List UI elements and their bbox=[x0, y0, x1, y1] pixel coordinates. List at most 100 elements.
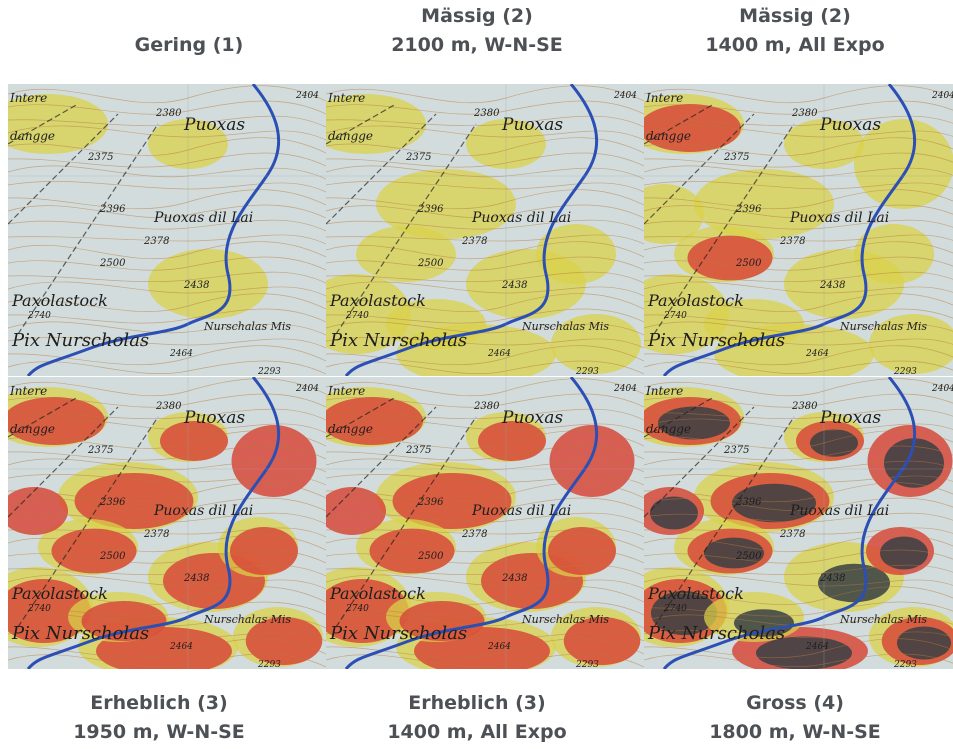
elev-2378: 2378 bbox=[779, 236, 805, 247]
caption-top-middle: Mässig (2) 2100 m, W-N-SE bbox=[318, 2, 636, 60]
elev-2380: 2380 bbox=[155, 401, 182, 412]
label-intere: Intere bbox=[327, 384, 365, 398]
elev-2404: 2404 bbox=[613, 384, 637, 394]
label-intere: Intere bbox=[9, 384, 47, 398]
caption-detail: 1950 m, W-N-SE bbox=[73, 721, 245, 743]
elev-2404: 2404 bbox=[931, 384, 953, 394]
caption-bottom-middle: Erheblich (3) 1400 m, All Expo bbox=[318, 689, 636, 747]
label-nurschalas: Nurschalas Mis bbox=[521, 320, 609, 333]
label-paxolastock: Paxolastock bbox=[329, 291, 426, 310]
elev-2500: 2500 bbox=[417, 258, 444, 269]
elev-2378: 2378 bbox=[779, 529, 805, 540]
label-dangge: dangge bbox=[10, 422, 55, 436]
label-nurschalas: Nurschalas Mis bbox=[839, 613, 927, 626]
label-paxolastock: Paxolastock bbox=[647, 291, 744, 310]
label-intere: Intere bbox=[327, 91, 365, 105]
elev-2438: 2438 bbox=[183, 573, 209, 584]
map-image: Intere dangge Puoxas Puoxas dil Lai Paxo… bbox=[326, 377, 644, 669]
elev-2464: 2464 bbox=[805, 349, 829, 359]
map-panel-massig-1400: Intere dangge Puoxas Puoxas dil Lai Paxo… bbox=[644, 84, 953, 376]
elev-2404: 2404 bbox=[613, 91, 637, 101]
caption-level: Erheblich (3) bbox=[90, 692, 228, 714]
label-puoxas: Puoxas bbox=[819, 115, 881, 135]
map-panel-gross-1800: Intere dangge Puoxas Puoxas dil Lai Paxo… bbox=[644, 377, 953, 669]
elev-2375: 2375 bbox=[723, 445, 749, 456]
label-puoxas-dil-lai: Puoxas dil Lai bbox=[153, 503, 253, 519]
elev-2375: 2375 bbox=[87, 152, 113, 163]
label-pix-nurscholas: Pix Nurscholas bbox=[647, 330, 785, 351]
elev-2500: 2500 bbox=[99, 551, 126, 562]
elev-2438: 2438 bbox=[819, 573, 845, 584]
map-panel-gering: Intere dangge Puoxas Puoxas dil Lai Paxo… bbox=[8, 84, 326, 376]
elev-2438: 2438 bbox=[501, 280, 527, 291]
elev-2464: 2464 bbox=[805, 642, 829, 652]
label-nurschalas: Nurschalas Mis bbox=[839, 320, 927, 333]
caption-detail: 2100 m, W-N-SE bbox=[391, 34, 563, 56]
elev-2740: 2740 bbox=[27, 604, 51, 614]
elev-2464: 2464 bbox=[487, 642, 511, 652]
elev-2380: 2380 bbox=[473, 108, 500, 119]
elev-2293: 2293 bbox=[575, 660, 599, 669]
label-pix-nurscholas: Pix Nurscholas bbox=[647, 623, 785, 644]
elev-2396: 2396 bbox=[735, 204, 762, 215]
map-image: Intere dangge Puoxas Puoxas dil Lai Paxo… bbox=[644, 84, 953, 376]
label-dangge: dangge bbox=[10, 129, 55, 143]
elev-2378: 2378 bbox=[143, 529, 169, 540]
label-intere: Intere bbox=[9, 91, 47, 105]
label-pix-nurscholas: Pix Nurscholas bbox=[329, 330, 467, 351]
label-puoxas: Puoxas bbox=[183, 408, 245, 428]
label-intere: Intere bbox=[645, 91, 683, 105]
elev-2378: 2378 bbox=[143, 236, 169, 247]
elev-2293: 2293 bbox=[257, 367, 281, 376]
map-panel-erheblich-1400: Intere dangge Puoxas Puoxas dil Lai Paxo… bbox=[326, 377, 644, 669]
elev-2438: 2438 bbox=[183, 280, 209, 291]
elev-2396: 2396 bbox=[417, 204, 444, 215]
label-dangge: dangge bbox=[328, 129, 373, 143]
caption-level: Erheblich (3) bbox=[408, 692, 546, 714]
label-puoxas-dil-lai: Puoxas dil Lai bbox=[153, 210, 253, 226]
elev-2396: 2396 bbox=[99, 497, 126, 508]
elev-2380: 2380 bbox=[473, 401, 500, 412]
elev-2438: 2438 bbox=[819, 280, 845, 291]
label-pix-nurscholas: Pix Nurscholas bbox=[11, 330, 149, 351]
elev-2375: 2375 bbox=[405, 152, 431, 163]
elev-2740: 2740 bbox=[345, 604, 369, 614]
label-puoxas-dil-lai: Puoxas dil Lai bbox=[471, 503, 571, 519]
elev-2293: 2293 bbox=[893, 660, 917, 669]
label-puoxas-dil-lai: Puoxas dil Lai bbox=[471, 210, 571, 226]
label-puoxas-dil-lai: Puoxas dil Lai bbox=[789, 210, 889, 226]
elev-2378: 2378 bbox=[461, 529, 487, 540]
label-paxolastock: Paxolastock bbox=[11, 291, 108, 310]
elev-2380: 2380 bbox=[791, 108, 818, 119]
caption-detail: 1400 m, All Expo bbox=[705, 34, 885, 56]
elev-2380: 2380 bbox=[791, 401, 818, 412]
elev-2293: 2293 bbox=[893, 367, 917, 376]
elev-2500: 2500 bbox=[735, 258, 762, 269]
caption-level: Gross (4) bbox=[746, 692, 844, 714]
label-puoxas: Puoxas bbox=[501, 115, 563, 135]
elev-2740: 2740 bbox=[663, 311, 687, 321]
label-pix-nurscholas: Pix Nurscholas bbox=[329, 623, 467, 644]
elev-2396: 2396 bbox=[735, 497, 762, 508]
elev-2500: 2500 bbox=[417, 551, 444, 562]
elev-2740: 2740 bbox=[663, 604, 687, 614]
label-puoxas: Puoxas bbox=[819, 408, 881, 428]
elev-2380: 2380 bbox=[155, 108, 182, 119]
label-puoxas-dil-lai: Puoxas dil Lai bbox=[789, 503, 889, 519]
label-nurschalas: Nurschalas Mis bbox=[203, 320, 291, 333]
elev-2378: 2378 bbox=[461, 236, 487, 247]
caption-top-left: Gering (1) bbox=[30, 31, 348, 60]
label-puoxas: Puoxas bbox=[183, 115, 245, 135]
elev-2500: 2500 bbox=[99, 258, 126, 269]
elev-2293: 2293 bbox=[575, 367, 599, 376]
map-image: Intere dangge Puoxas Puoxas dil Lai Paxo… bbox=[8, 84, 326, 376]
label-paxolastock: Paxolastock bbox=[329, 584, 426, 603]
label-paxolastock: Paxolastock bbox=[11, 584, 108, 603]
caption-detail: 1800 m, W-N-SE bbox=[709, 721, 881, 743]
caption-level: Mässig (2) bbox=[739, 5, 851, 27]
caption-bottom-left: Erheblich (3) 1950 m, W-N-SE bbox=[0, 689, 318, 747]
caption-level: Gering (1) bbox=[134, 34, 244, 56]
label-puoxas: Puoxas bbox=[501, 408, 563, 428]
elev-2293: 2293 bbox=[257, 660, 281, 669]
map-image: Intere dangge Puoxas Puoxas dil Lai Paxo… bbox=[644, 377, 953, 669]
